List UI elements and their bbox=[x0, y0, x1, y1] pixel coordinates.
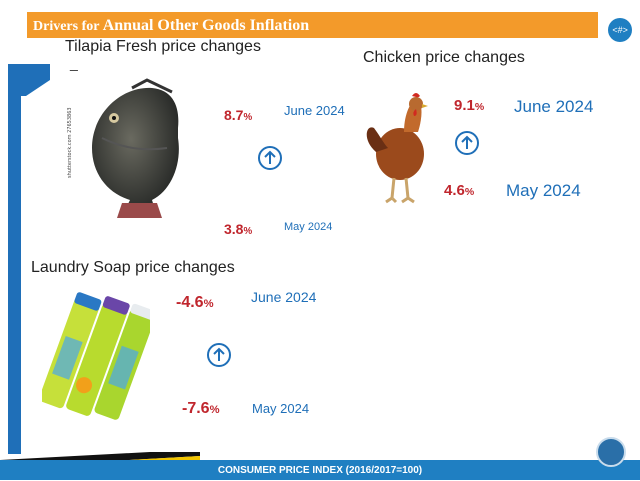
chicken-heading: Chicken price changes bbox=[363, 49, 525, 66]
soap-may-label: May 2024 bbox=[252, 401, 310, 416]
up-arrow-circle-icon bbox=[258, 146, 282, 170]
left-decorative-bar bbox=[8, 92, 21, 454]
footer-bar bbox=[0, 460, 640, 480]
chicken-june-label: June 2024 bbox=[514, 97, 594, 116]
chicken-may-label: May 2024 bbox=[506, 181, 581, 200]
soap-may-value: -7.6% bbox=[182, 400, 220, 417]
left-arrow-head-icon bbox=[8, 64, 50, 96]
footer-text: CONSUMER PRICE INDEX (2016/2017=100) bbox=[217, 465, 423, 476]
tilapia-heading: Tilapia Fresh price changes bbox=[65, 38, 261, 55]
chicken-june-value: 9.1% bbox=[454, 97, 485, 114]
page-number-badge: <#> bbox=[608, 18, 632, 42]
chicken-image bbox=[366, 93, 428, 204]
chicken-may-value: 4.6% bbox=[444, 182, 475, 199]
laundry-soap-image bbox=[42, 292, 150, 420]
tilapia-image: shutterstock.com 27653863 bbox=[67, 78, 179, 218]
tilapia-may-value: 3.8% bbox=[224, 221, 253, 237]
tilapia-dash: _ bbox=[70, 55, 78, 71]
up-arrow-circle-icon bbox=[207, 343, 231, 367]
soap-heading: Laundry Soap price changes bbox=[31, 259, 235, 276]
soap-june-label: June 2024 bbox=[251, 289, 317, 305]
tilapia-june-value: 8.7% bbox=[224, 107, 253, 123]
tilapia-may-label: May 2024 bbox=[284, 221, 333, 233]
emblem-logo bbox=[596, 437, 626, 467]
soap-june-value: -4.6% bbox=[176, 294, 214, 311]
up-arrow-circle-icon bbox=[455, 131, 479, 155]
tilapia-june-label: June 2024 bbox=[284, 103, 345, 118]
svg-text:shutterstock.com 27653863: shutterstock.com 27653863 bbox=[67, 107, 73, 178]
slide-title: Drivers for Annual Other Goods Inflation bbox=[27, 12, 598, 38]
